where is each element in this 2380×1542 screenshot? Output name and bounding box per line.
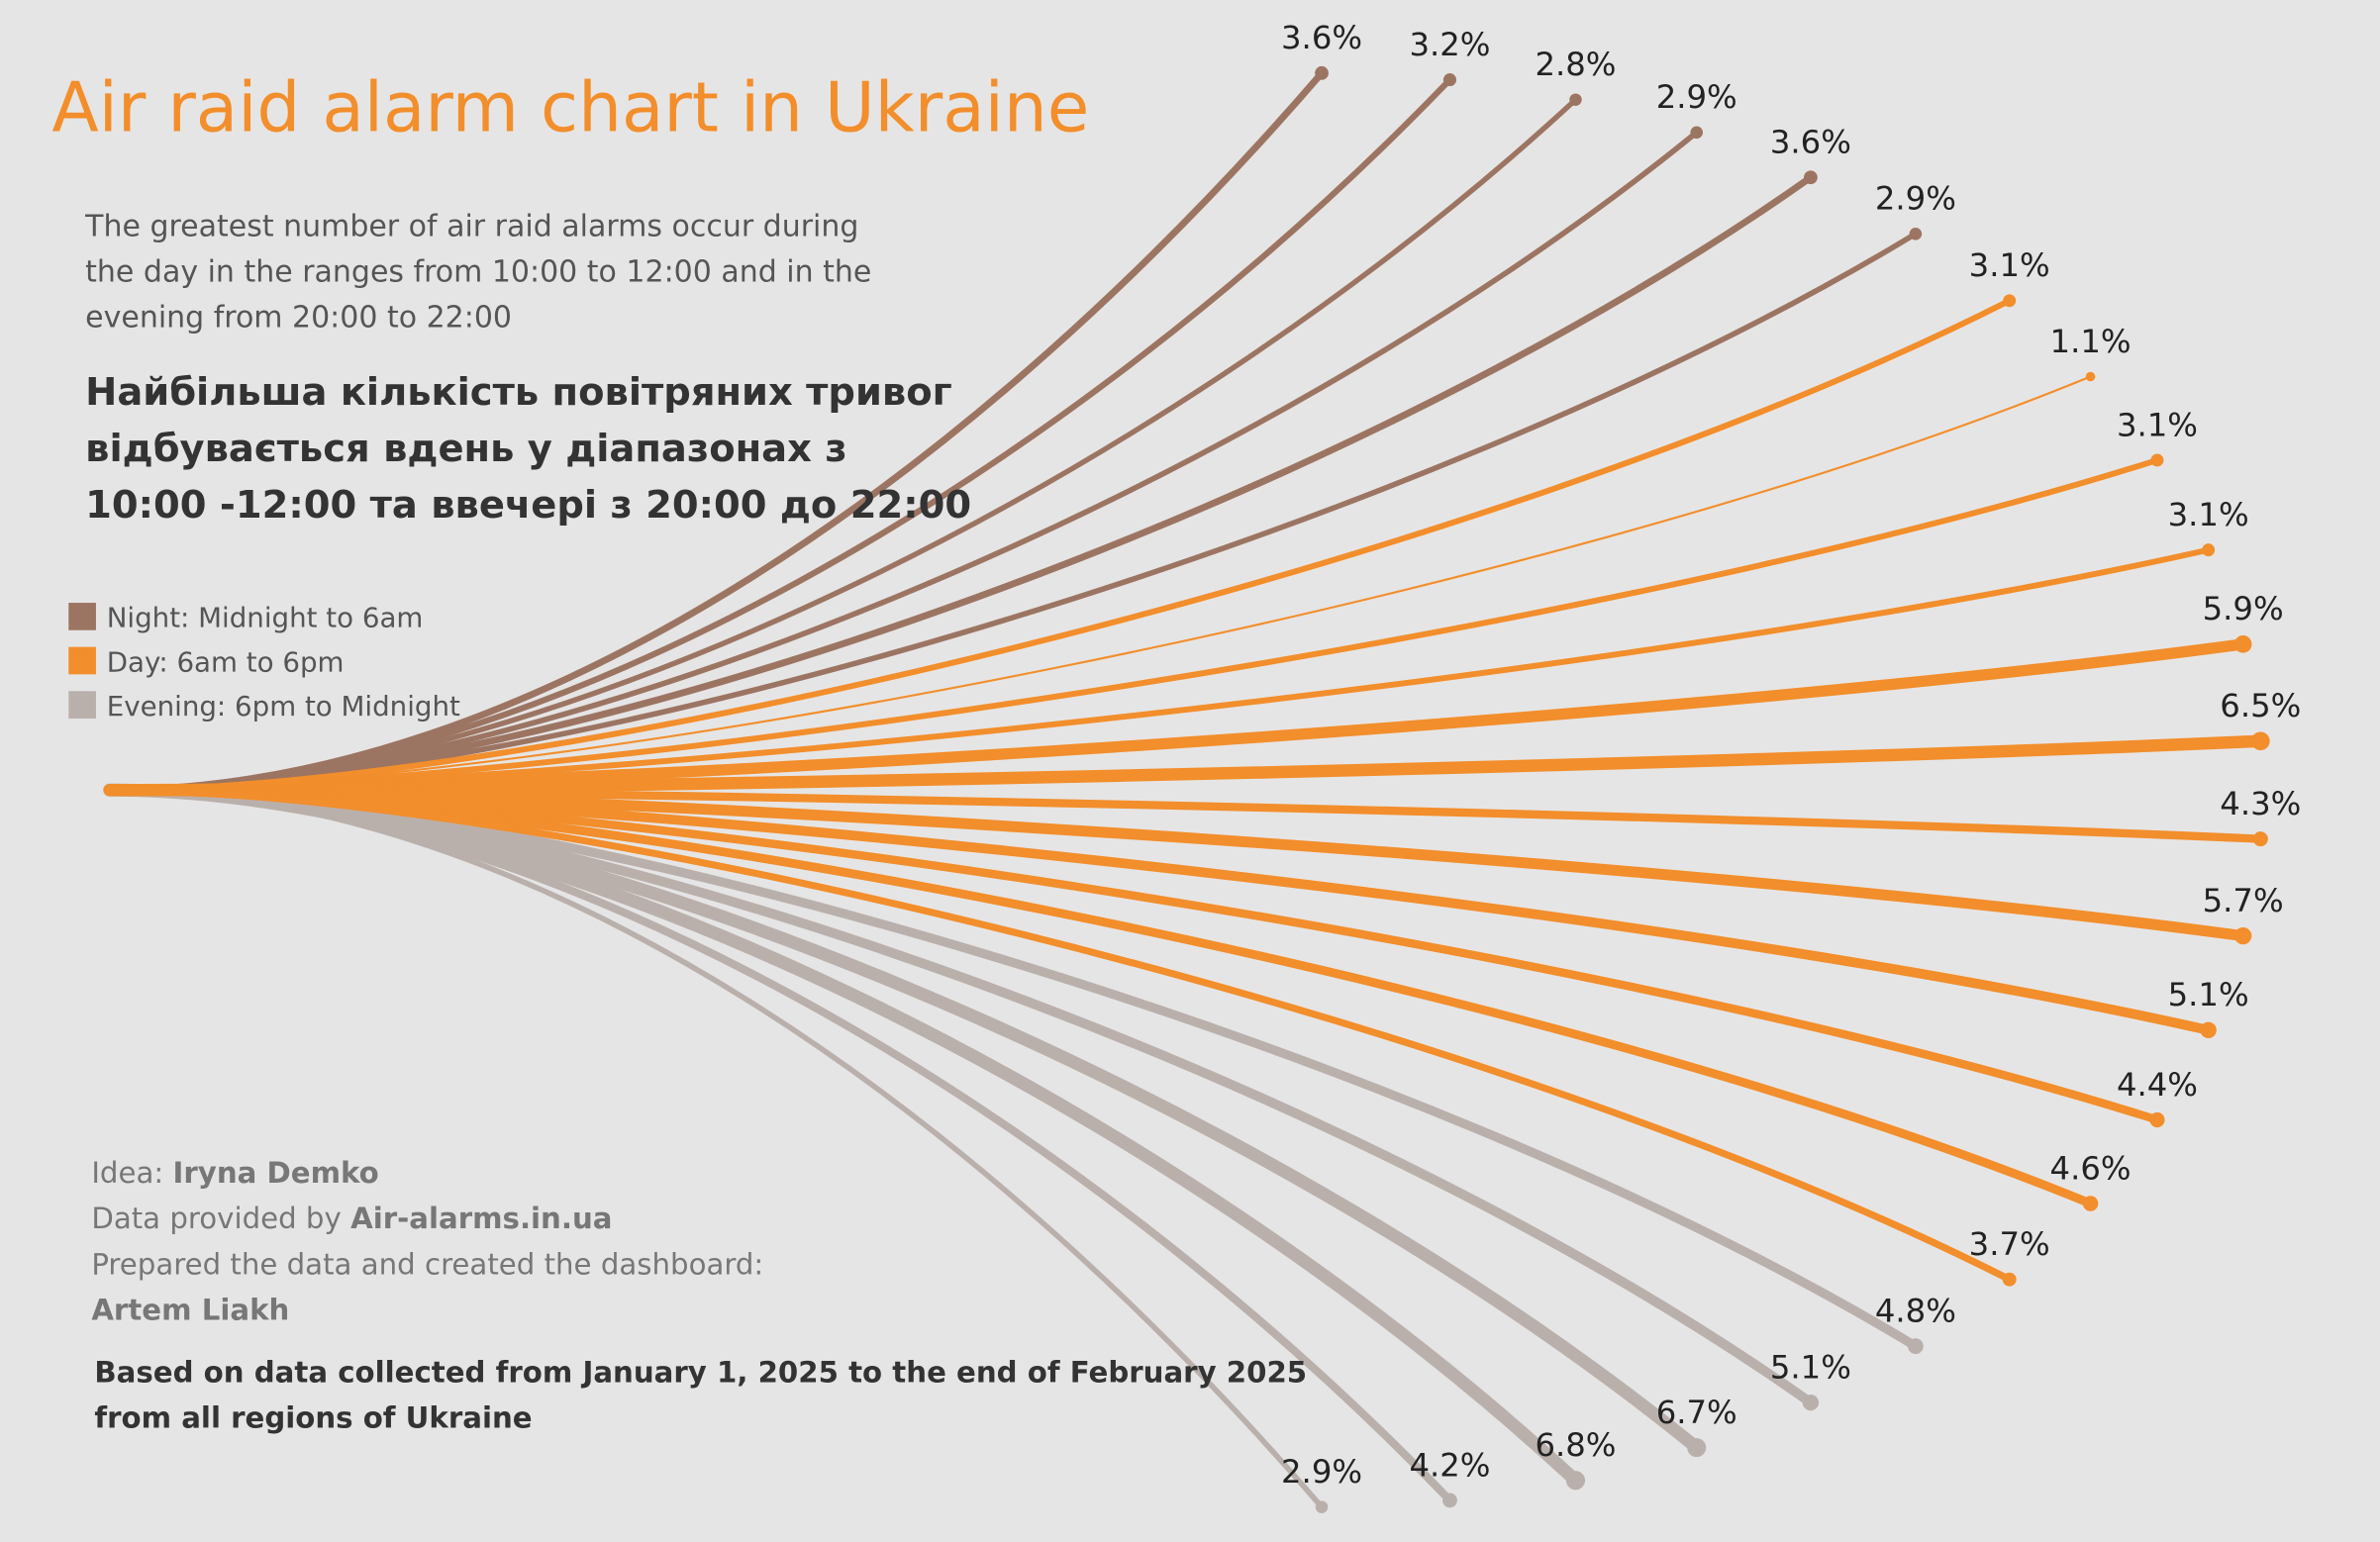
headline: Найбільша кількість повітряних тривог (85, 370, 952, 415)
value-label: 3.2% (1409, 26, 1490, 63)
note: Based on data collected from January 1, … (94, 1356, 1307, 1390)
value-label: 5.9% (2203, 590, 2284, 627)
end-dot (1442, 73, 1457, 87)
credit-label: Data provided by (91, 1202, 341, 1235)
credit-name: Artem Liakh (91, 1293, 289, 1326)
value-label: 3.6% (1770, 124, 1851, 161)
end-dot (1442, 1493, 1457, 1508)
value-label: 4.4% (2117, 1066, 2198, 1104)
value-label: 5.1% (1770, 1349, 1851, 1387)
credit-label: Idea: (91, 1156, 163, 1190)
legend-swatch (68, 691, 96, 719)
end-dot (1687, 1438, 1707, 1458)
end-dot (1690, 126, 1704, 140)
end-dot (2003, 294, 2017, 308)
lines (103, 65, 2270, 1513)
end-dot (2149, 1111, 2165, 1128)
credit: Idea: Iryna Demko (91, 1156, 378, 1190)
headline: 10:00 -12:00 та ввечері з 20:00 до 22:00 (85, 483, 971, 528)
value-label: 6.5% (2220, 687, 2301, 724)
value-label: 4.2% (1409, 1446, 1490, 1484)
end-dot (1565, 1471, 1586, 1491)
end-dot (1909, 228, 1923, 241)
legend-swatch (68, 646, 96, 675)
value-label: 4.6% (2050, 1149, 2132, 1187)
alarm-line (106, 786, 2014, 1284)
value-label: 6.7% (1656, 1394, 1737, 1431)
texts: The greatest number of air raid alarms o… (68, 19, 2301, 1491)
end-dot (2202, 543, 2216, 557)
end-dot (2233, 635, 2252, 653)
alarm-line (106, 297, 2013, 794)
end-dot (2002, 1272, 2017, 1287)
credit-label: Prepared the data and created the dashbo… (91, 1247, 763, 1281)
legend-label: Evening: 6pm to Midnight (107, 690, 460, 723)
note: from all regions of Ukraine (94, 1401, 532, 1435)
value-label: 1.1% (2050, 323, 2132, 360)
end-dot (1804, 170, 1818, 185)
value-label: 3.7% (1969, 1225, 2050, 1263)
end-dot (1907, 1338, 1924, 1355)
value-label: 3.1% (2117, 406, 2198, 443)
end-dot (1315, 1500, 1329, 1513)
end-dot (2250, 731, 2270, 751)
end-dot (1569, 93, 1582, 106)
value-label: 4.3% (2220, 785, 2301, 822)
end-dot (2200, 1021, 2217, 1038)
credit-name: Air-alarms.in.ua (350, 1202, 612, 1235)
end-dot (2252, 831, 2268, 847)
credit: Data provided by Air-alarms.in.ua (91, 1202, 612, 1235)
value-label: 5.7% (2203, 882, 2284, 919)
value-label: 3.1% (2168, 496, 2249, 533)
subtitle: the day in the ranges from 10:00 to 12:0… (85, 255, 871, 290)
value-label: 2.9% (1281, 1453, 1362, 1491)
value-label: 2.9% (1656, 78, 1737, 116)
legend-label: Day: 6am to 6pm (107, 645, 345, 678)
subtitle: evening from 20:00 to 22:00 (85, 301, 512, 336)
chart-title: Air raid alarm chart in Ukraine (51, 68, 1089, 147)
end-dot (2233, 926, 2252, 945)
value-label: 2.8% (1535, 46, 1616, 83)
end-dot (1802, 1395, 1820, 1411)
end-dot (2082, 1196, 2099, 1211)
end-dot (2085, 371, 2096, 382)
value-label: 2.9% (1875, 180, 1956, 218)
legend-label: Night: Midnight to 6am (107, 602, 424, 634)
value-label: 4.8% (1875, 1293, 1956, 1330)
headline: відбувається вдень у діапазонах з (85, 427, 846, 471)
credit-name: Iryna Demko (173, 1156, 379, 1190)
value-label: 3.1% (1969, 246, 2050, 284)
end-dot (1315, 65, 1329, 80)
alarm-line (106, 787, 1325, 1510)
subtitle: The greatest number of air raid alarms o… (84, 209, 858, 243)
end-dot (2150, 453, 2164, 467)
credit: Prepared the data and created the dashbo… (91, 1247, 763, 1326)
value-label: 3.6% (1281, 19, 1362, 56)
value-label: 6.8% (1535, 1426, 1616, 1464)
value-label: 5.1% (2168, 976, 2249, 1013)
legend-swatch (68, 603, 96, 630)
